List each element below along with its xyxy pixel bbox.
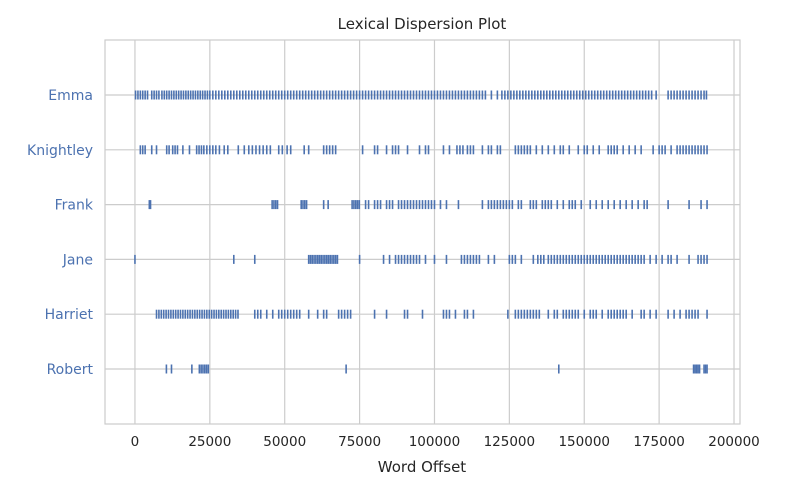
y-tick-label: Knightley (27, 143, 93, 159)
chart-title: Lexical Dispersion Plot (338, 15, 507, 33)
x-tick-label: 0 (131, 434, 140, 450)
x-tick-label: 25000 (188, 434, 231, 450)
y-tick-label: Harriet (45, 307, 94, 323)
plot-area (104, 39, 741, 425)
x-tick-label: 175000 (633, 434, 685, 450)
y-tick-label: Robert (47, 362, 94, 378)
x-tick-label: 75000 (338, 434, 381, 450)
y-tick-label: Frank (55, 198, 94, 214)
y-tick-label: Jane (62, 252, 93, 268)
x-tick-label: 100000 (409, 434, 461, 450)
x-tick-label: 125000 (484, 434, 536, 450)
y-tick-labels: Emma Knightley Frank Jane Harriet Robert (27, 88, 94, 378)
x-tick-labels: 0 25000 50000 75000 100000 125000 150000 175000… (131, 434, 760, 450)
x-tick-label: 150000 (558, 434, 610, 450)
y-tick-label: Emma (48, 88, 93, 104)
series-marks (134, 90, 708, 374)
x-tick-label: 50000 (263, 434, 306, 450)
x-axis-label: Word Offset (378, 458, 467, 476)
x-tick-label: 200000 (708, 434, 760, 450)
